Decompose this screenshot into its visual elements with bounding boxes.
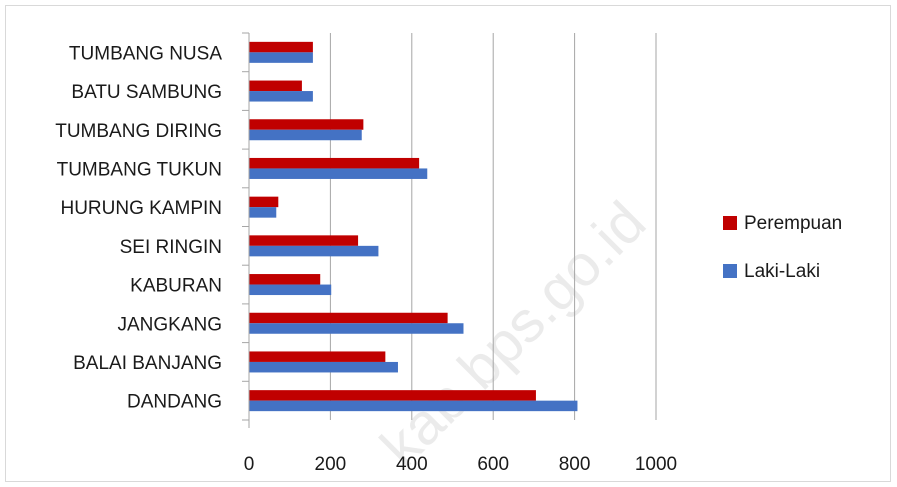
category-label-jangkang: JANGKANG [117,314,222,335]
x-tick-label-200: 200 [315,454,347,475]
legend-label-laki-laki: Laki-Laki [744,261,820,282]
bars [242,32,578,421]
bar-laki-laki-sei-ringin [249,245,379,257]
x-tick-label-800: 800 [559,454,591,475]
x-tick-label-400: 400 [396,454,428,475]
bar-laki-laki-tumbang-diring [249,129,362,141]
category-label-tumbang-nusa: TUMBANG NUSA [69,43,222,64]
category-label-tumbang-tukun: TUMBANG TUKUN [57,159,222,180]
category-labels: DANDANG BALAI BANJANG JANGKANG KABURAN SEI R… [55,43,222,412]
bar-perempuan-kaburan [249,274,321,285]
category-label-kaburan: KABURAN [130,276,222,297]
x-tick-label-1000: 1000 [635,454,677,475]
category-label-batu-sambung: BATU SAMBUNG [71,82,222,103]
category-label-dandang: DANDANG [127,392,222,413]
bar-perempuan-batu-sambung [249,80,302,92]
gridlines [329,33,657,420]
category-label-balai-banjang: BALAI BANJANG [73,353,222,374]
bar-laki-laki-hurung-kampin [249,207,277,218]
x-tick-labels: 0 200 400 600 800 1000 [244,454,677,475]
bar-perempuan-tumbang-diring [249,119,364,130]
bar-laki-laki-tumbang-nusa [249,52,313,63]
category-label-tumbang-diring: TUMBANG DIRING [55,121,222,142]
bar-perempuan-jangkang [249,312,448,324]
legend-swatch-laki-laki [723,264,737,278]
x-tick-label-600: 600 [477,454,509,475]
bar-laki-laki-batu-sambung [249,91,313,102]
bar-perempuan-tumbang-nusa [249,41,313,53]
bar-laki-laki-jangkang [249,323,464,334]
bar-laki-laki-kaburan [249,284,332,296]
category-label-sei-ringin: SEI RINGIN [120,237,222,258]
bar-perempuan-tumbang-tukun [249,157,420,169]
bar-laki-laki-dandang [249,400,578,412]
bar-perempuan-sei-ringin [249,235,359,246]
legend: Perempuan Laki-Laki [723,213,842,282]
bar-laki-laki-balai-banjang [249,361,398,373]
legend-swatch-perempuan [723,216,737,230]
x-tick-label-0: 0 [244,454,255,475]
bar-perempuan-dandang [249,390,536,401]
bar-perempuan-hurung-kampin [249,196,279,208]
legend-label-perempuan: Perempuan [744,213,842,234]
bar-perempuan-balai-banjang [249,351,386,362]
bar-laki-laki-tumbang-tukun [249,168,428,179]
category-label-hurung-kampin: HURUNG KAMPIN [60,198,222,219]
